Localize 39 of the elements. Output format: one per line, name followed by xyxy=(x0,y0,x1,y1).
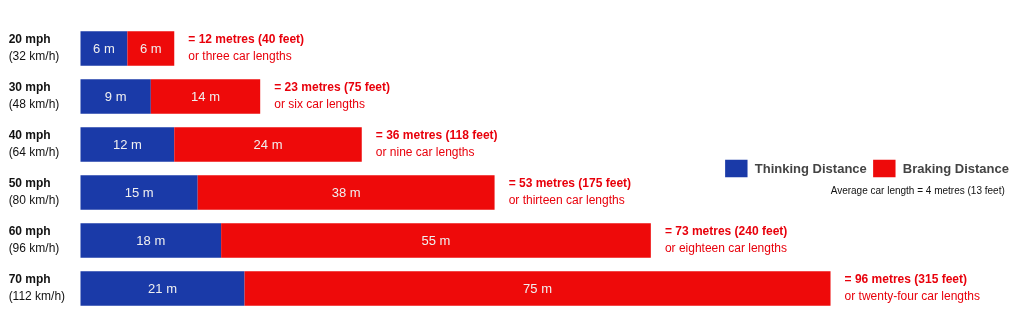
y-tick-label: 70 mph (112 km/h) xyxy=(8,271,66,304)
bar xyxy=(150,79,261,114)
data-label: 38 m xyxy=(331,185,361,200)
data-label: 9 m xyxy=(104,89,127,104)
data-label: 55 m xyxy=(421,233,451,248)
y-tick-label: 20 mph (32 km/h) xyxy=(8,31,60,64)
bar xyxy=(80,127,175,162)
bar xyxy=(244,271,831,306)
bar xyxy=(80,223,222,258)
data-label: 14 m xyxy=(191,89,220,104)
legend-label: Thinking Distance xyxy=(754,160,867,176)
bar xyxy=(80,79,151,114)
data-label: 6 m xyxy=(93,41,115,56)
data-label: 21 m xyxy=(148,281,177,296)
total-label: = 53 metres (175 feet) or thirteen car lengths xyxy=(508,175,632,208)
legend-label: Braking Distance xyxy=(902,160,1009,176)
bar xyxy=(80,175,198,210)
bar xyxy=(174,127,362,162)
data-label: 12 m xyxy=(112,137,142,152)
data-label: 15 m xyxy=(124,185,154,200)
data-label: 6 m xyxy=(139,41,162,56)
y-tick-label: 40 mph (64 km/h) xyxy=(8,127,60,160)
bar xyxy=(221,223,651,258)
bar xyxy=(127,31,175,66)
y-tick-label: 50 mph (80 km/h) xyxy=(8,175,60,208)
data-label: 18 m xyxy=(136,233,166,248)
text: Average car length = 4 metres (13 feet) xyxy=(830,184,1005,196)
total-label: = 73 metres (240 feet) or eighteen car lengths xyxy=(664,223,788,256)
total-label: = 96 metres (315 feet) or twenty-four car lengths xyxy=(844,271,980,304)
bar xyxy=(197,175,495,210)
total-label: = 36 metres (118 feet) or nine car lengths xyxy=(375,127,498,160)
data-label: 24 m xyxy=(253,137,283,152)
bar xyxy=(80,271,245,306)
total-label: = 12 metres (40 feet) or three car lengths xyxy=(188,31,305,64)
y-tick-label: 60 mph (96 km/h) xyxy=(8,223,60,256)
data-label: 75 m xyxy=(523,281,552,296)
total-label: = 23 metres (75 feet) or six car lengths xyxy=(274,79,390,112)
bar xyxy=(80,31,128,66)
y-tick-label: 30 mph (48 km/h) xyxy=(8,79,60,112)
